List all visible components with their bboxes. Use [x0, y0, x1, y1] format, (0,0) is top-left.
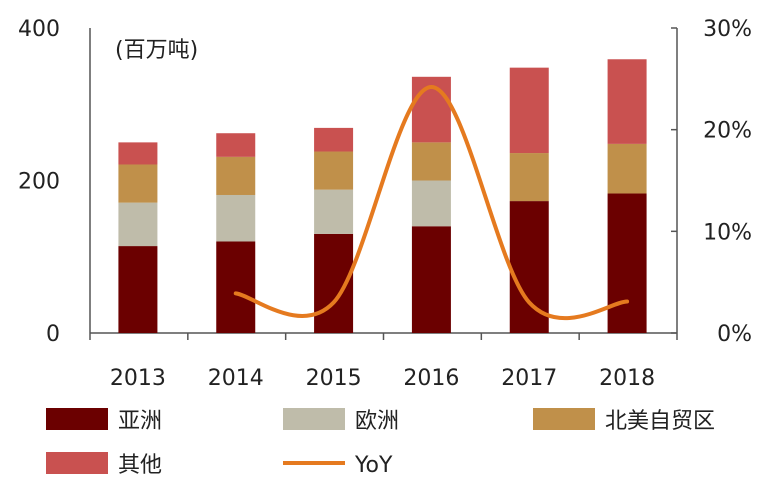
- y2-tick-label: 20%: [703, 119, 752, 144]
- bar-segment-3: [314, 127, 354, 152]
- unit-label: (百万吨): [115, 38, 198, 63]
- legend-label-yoy: YoY: [354, 453, 393, 478]
- bar-segment-1: [411, 180, 451, 227]
- bar-segment-0: [607, 193, 647, 333]
- bars: [118, 59, 647, 333]
- bar-segment-3: [607, 59, 647, 144]
- x-tick-label: 2017: [501, 366, 557, 391]
- x-tick-label: 2014: [208, 366, 264, 391]
- legend-swatch-asia: [46, 408, 108, 430]
- legend-label-nafta: 北美自贸区: [605, 409, 715, 434]
- bar-segment-3: [216, 133, 256, 157]
- yoy-line-group: [233, 84, 630, 321]
- bar-segment-0: [411, 226, 451, 333]
- legend-swatch-nafta: [533, 408, 595, 430]
- legend-label-asia: 亚洲: [118, 409, 162, 434]
- bar-segment-2: [607, 143, 647, 194]
- legend-swatch-other: [46, 452, 108, 474]
- bar-segment-1: [314, 189, 354, 234]
- bar-segment-2: [118, 164, 158, 203]
- bar-segment-3: [509, 67, 549, 154]
- x-tick-label: 2016: [403, 366, 459, 391]
- legend-label-europe: 欧洲: [355, 409, 399, 434]
- bar-segment-0: [118, 246, 158, 333]
- y2-tick-label: 10%: [703, 220, 752, 245]
- y-tick-label: 0: [46, 322, 60, 347]
- legend-swatch-europe: [283, 408, 345, 430]
- bar-segment-1: [118, 202, 158, 247]
- bar-segment-0: [216, 241, 256, 333]
- yoy-line: [233, 84, 630, 321]
- y2-tick-label: 0%: [717, 322, 752, 347]
- bar-segment-2: [216, 156, 256, 195]
- x-tick-label: 2015: [306, 366, 362, 391]
- bar-segment-2: [411, 142, 451, 181]
- y-tick-label: 400: [18, 17, 60, 42]
- x-ticks: 2013 2014 2015 2016 2017 2018: [89, 333, 678, 391]
- y2-ticks: 0% 10% 20% 30%: [671, 17, 752, 347]
- legend: 亚洲 欧洲 北美自贸区 其他 YoY: [46, 408, 715, 478]
- x-tick-label: 2018: [599, 366, 655, 391]
- y2-tick-label: 30%: [703, 17, 752, 42]
- bar-segment-2: [314, 151, 354, 190]
- bar-segment-2: [509, 153, 549, 202]
- y-ticks: 0 200 400: [18, 17, 60, 347]
- bar-segment-3: [118, 142, 158, 165]
- bar-segment-1: [216, 194, 256, 242]
- y-tick-label: 200: [18, 170, 60, 195]
- legend-label-other: 其他: [118, 453, 162, 478]
- x-tick-label: 2013: [110, 366, 166, 391]
